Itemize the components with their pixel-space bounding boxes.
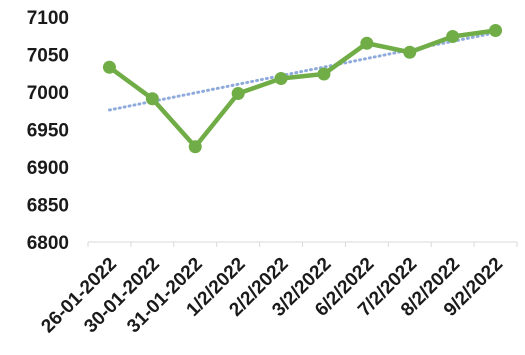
data-point xyxy=(489,24,503,37)
x-axis-tick-marks xyxy=(87,242,518,247)
data-point xyxy=(231,87,245,100)
data-point xyxy=(274,72,288,85)
trendline xyxy=(107,31,498,112)
y-tick-label: 6950 xyxy=(27,121,69,142)
y-tick-label: 7000 xyxy=(27,83,69,104)
data-point xyxy=(360,36,374,50)
y-tick-label: 7050 xyxy=(27,46,69,67)
series-markers xyxy=(102,24,503,154)
y-axis-ticks: 6800 6850 6900 6950 7000 7050 7100 xyxy=(27,8,69,254)
series-line xyxy=(108,28,496,149)
data-point xyxy=(188,140,202,154)
y-tick-label: 6900 xyxy=(27,158,69,179)
data-point xyxy=(446,30,460,43)
y-tick-label: 6850 xyxy=(27,196,69,217)
data-point xyxy=(317,67,331,81)
y-tick-label: 6800 xyxy=(27,233,69,254)
data-point xyxy=(403,45,417,59)
data-point xyxy=(145,92,159,106)
x-axis-tick-labels: 26-01-202230-01-202231-01-20221/2/20222/… xyxy=(37,254,507,338)
data-point xyxy=(102,60,116,74)
y-tick-label: 7100 xyxy=(27,8,69,29)
